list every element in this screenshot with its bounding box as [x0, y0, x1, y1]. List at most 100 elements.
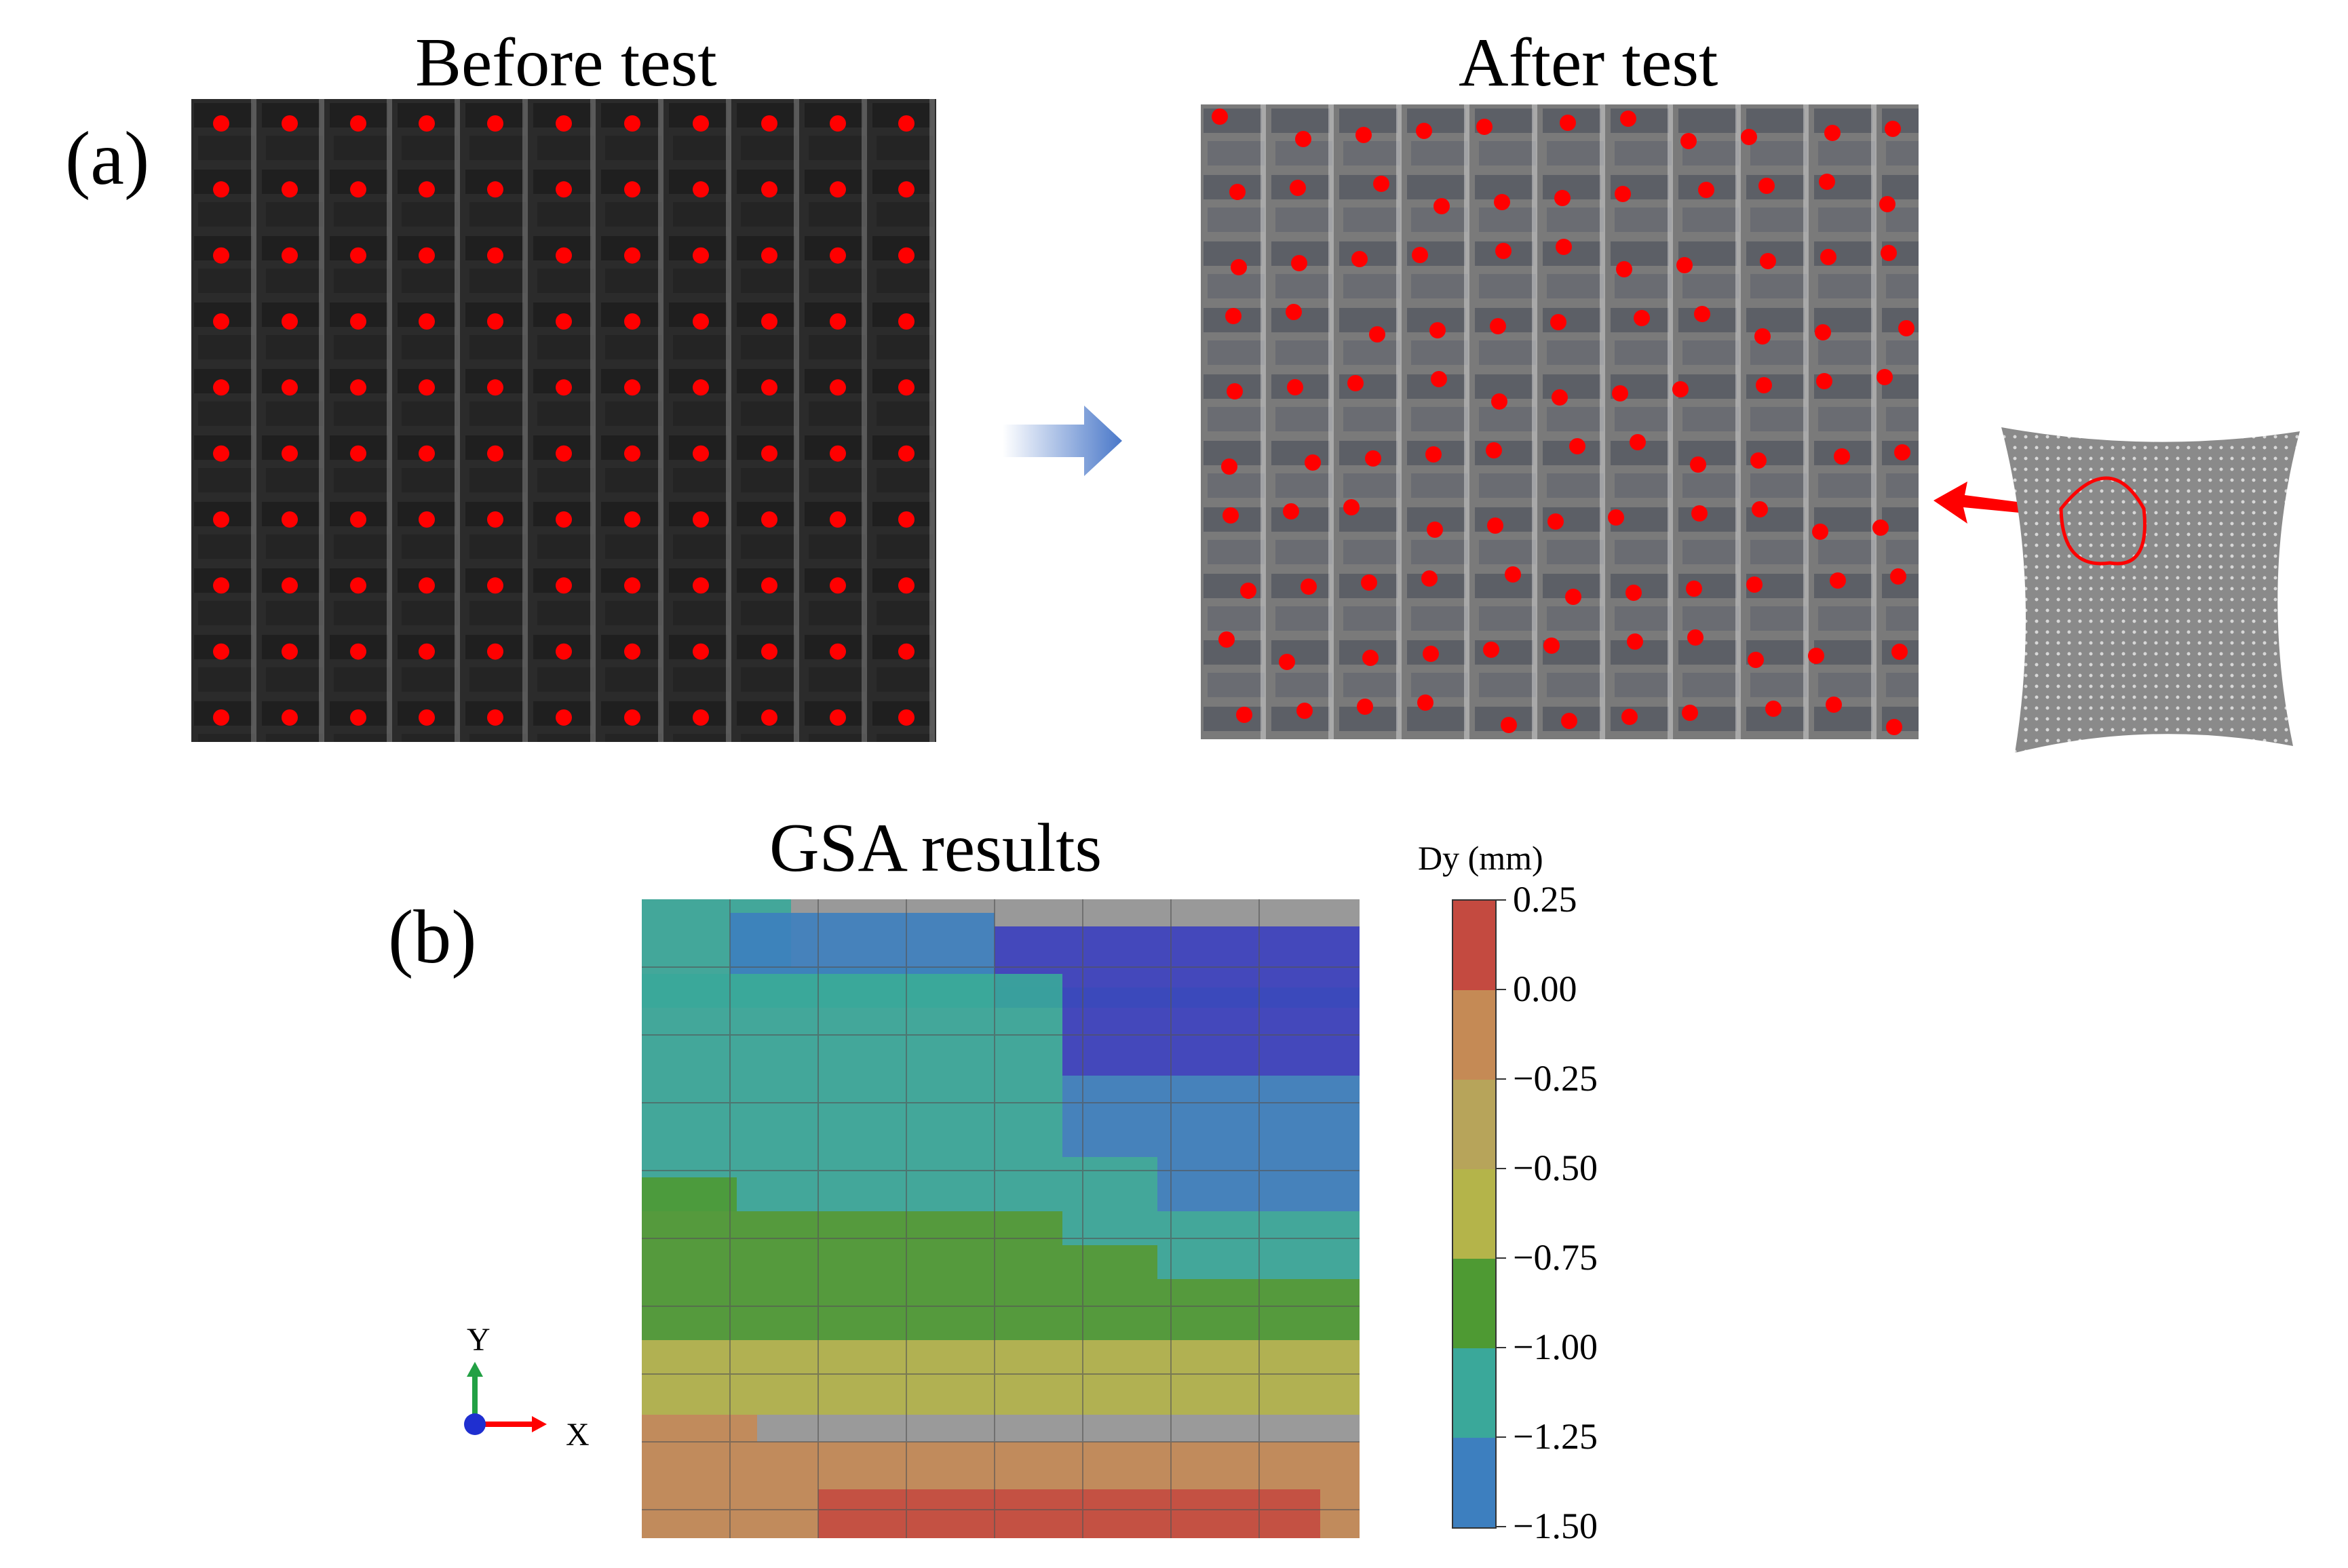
after-marker-dot: [1877, 369, 1893, 385]
after-marker-dot: [1879, 196, 1895, 212]
after-marker-dot: [1820, 249, 1836, 265]
after-marker-dot: [1225, 308, 1242, 324]
after-marker-dot: [1362, 650, 1379, 666]
before-marker-dot: [624, 511, 640, 528]
after-marker-dot: [1754, 328, 1771, 345]
after-marker-dot: [1301, 579, 1317, 595]
before-marker-dot: [282, 511, 298, 528]
after-marker-dot: [1634, 310, 1650, 326]
after-marker-dot: [1296, 703, 1313, 719]
colorbar-segment: [1453, 1348, 1495, 1438]
before-marker-dot: [487, 709, 503, 726]
before-marker-dot: [761, 379, 777, 396]
colorbar-tick: [1497, 1257, 1506, 1259]
before-marker-dot: [693, 247, 709, 264]
after-marker-dot: [1687, 629, 1704, 646]
before-marker-dot: [419, 643, 435, 660]
after-marker-dot: [1283, 503, 1299, 520]
after-marker-dot: [1552, 389, 1568, 406]
region-highlight: [2059, 476, 2147, 566]
colorbar-tick: [1497, 1347, 1506, 1348]
before-marker-dot: [898, 379, 915, 396]
after-marker-dot: [1616, 261, 1632, 277]
before-marker-dot: [761, 577, 777, 594]
after-marker-dot: [1816, 373, 1832, 389]
before-marker-dot: [898, 643, 915, 660]
y-axis-label: Y: [467, 1322, 490, 1358]
gsa-displacement-field: [642, 899, 1360, 1538]
colorbar: [1452, 899, 1497, 1529]
colorbar-segment: [1453, 1259, 1495, 1348]
after-marker-dot: [1427, 522, 1443, 538]
after-marker-dot: [1223, 507, 1239, 524]
after-marker-dot: [1834, 448, 1850, 465]
before-marker-dot: [624, 379, 640, 396]
before-marker-dot: [282, 379, 298, 396]
after-marker-dot: [1361, 574, 1377, 591]
after-marker-dot: [1561, 713, 1577, 729]
before-marker-dot: [898, 709, 915, 726]
after-marker-dot: [1812, 524, 1828, 540]
before-marker-dot: [419, 247, 435, 264]
before-marker-dot: [624, 577, 640, 594]
before-marker-dot: [830, 643, 846, 660]
after-marker-dot: [1501, 717, 1517, 733]
before-marker-dot: [419, 577, 435, 594]
before-marker-dot: [898, 313, 915, 330]
after-marker-dot: [1569, 438, 1585, 454]
after-marker-dot: [1894, 444, 1910, 460]
after-marker-dot: [1765, 701, 1782, 717]
before-marker-dot: [350, 445, 366, 462]
panel-b-label: (b): [388, 895, 477, 979]
before-marker-dot: [487, 115, 503, 132]
before-marker-dot: [556, 643, 572, 660]
before-marker-dot: [624, 313, 640, 330]
before-marker-dot: [213, 577, 229, 594]
after-marker-dot: [1815, 324, 1831, 340]
before-marker-dot: [213, 445, 229, 462]
before-marker-dot: [693, 445, 709, 462]
after-marker-dot: [1565, 589, 1581, 605]
after-marker-dot: [1351, 251, 1368, 267]
before-marker-dot: [624, 181, 640, 198]
before-test-photo: [191, 99, 936, 742]
before-marker-dot: [693, 577, 709, 594]
after-marker-dot: [1556, 239, 1572, 255]
colorbar-tick-label: −1.25: [1513, 1416, 1598, 1457]
colorbar-tick: [1497, 1436, 1506, 1438]
before-marker-dot: [693, 511, 709, 528]
before-marker-dot: [624, 709, 640, 726]
before-marker-dot: [487, 577, 503, 594]
before-marker-dot: [419, 511, 435, 528]
before-test-markers: [191, 99, 936, 742]
after-test-photo: [1201, 104, 1919, 739]
before-marker-dot: [350, 511, 366, 528]
before-marker-dot: [419, 709, 435, 726]
before-test-title: Before test: [415, 24, 717, 101]
after-marker-dot: [1416, 123, 1432, 139]
before-marker-dot: [350, 643, 366, 660]
before-marker-dot: [693, 643, 709, 660]
before-marker-dot: [282, 709, 298, 726]
before-marker-dot: [282, 445, 298, 462]
after-marker-dot: [1698, 182, 1714, 198]
colorbar-tick: [1497, 1078, 1506, 1080]
before-marker-dot: [487, 313, 503, 330]
after-marker-dot: [1431, 371, 1447, 387]
after-marker-dot: [1365, 450, 1381, 467]
after-marker-dot: [1433, 198, 1450, 214]
before-marker-dot: [761, 313, 777, 330]
after-marker-dot: [1630, 434, 1646, 450]
colorbar-segment: [1453, 1169, 1495, 1259]
colorbar-tick-label: −1.00: [1513, 1327, 1598, 1367]
before-marker-dot: [556, 709, 572, 726]
after-marker-dot: [1682, 705, 1698, 721]
before-marker-dot: [350, 313, 366, 330]
before-marker-dot: [487, 247, 503, 264]
after-marker-dot: [1421, 570, 1438, 587]
after-marker-dot: [1872, 520, 1889, 536]
before-marker-dot: [624, 247, 640, 264]
after-marker-dot: [1505, 566, 1521, 583]
axes-triad-icon: [464, 1362, 547, 1435]
before-marker-dot: [556, 313, 572, 330]
